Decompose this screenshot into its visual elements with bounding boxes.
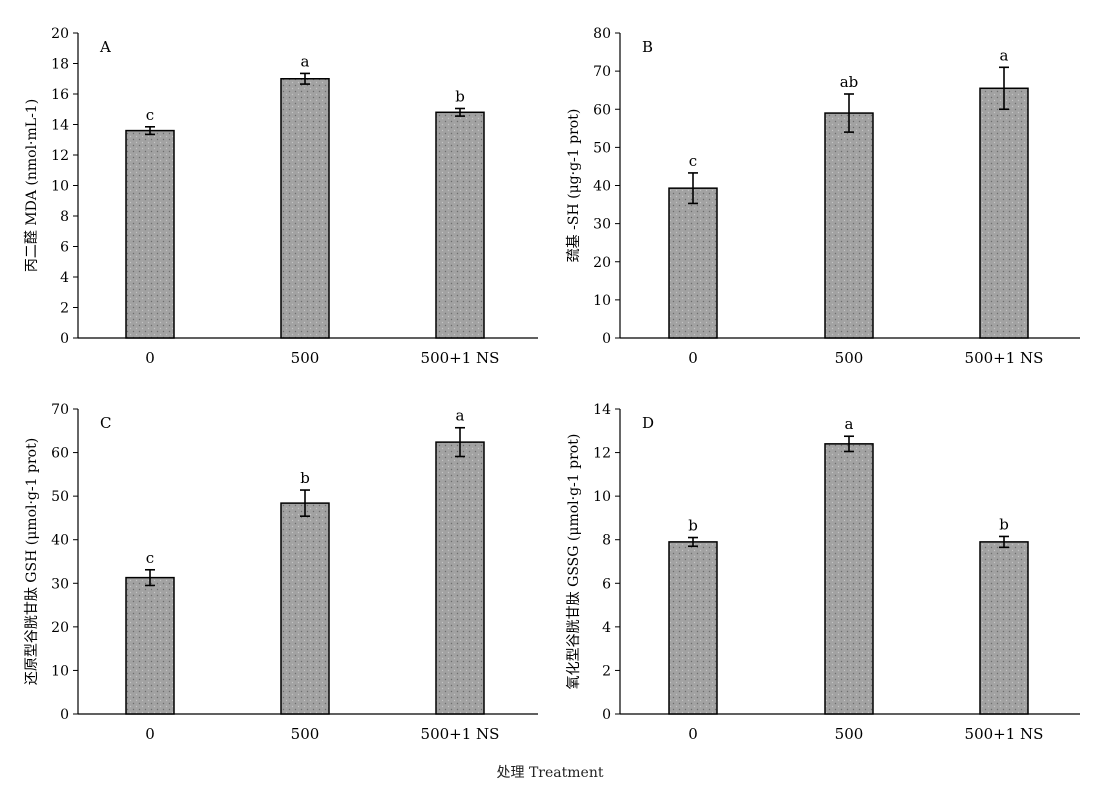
panel-c-bar bbox=[125, 576, 175, 715]
panel-a-bar bbox=[435, 111, 485, 339]
panel-b-y-tick-label: 40 bbox=[593, 179, 611, 195]
panel-a-y-tick-label: 2 bbox=[60, 301, 69, 317]
panel-a-label: A bbox=[99, 38, 111, 56]
panel-a-y-tick-label: 6 bbox=[60, 240, 69, 256]
panel-d-bar bbox=[824, 443, 874, 715]
panel-b-bar bbox=[668, 187, 718, 339]
panel-d-significance-letter: b bbox=[688, 517, 698, 535]
panel-b-y-tick-label: 0 bbox=[602, 331, 611, 347]
panel-b-y-axis-title: 巯基 -SH (μg·g-1 prot) bbox=[565, 109, 582, 263]
panel-d-y-tick-label: 12 bbox=[593, 446, 611, 462]
panel-a-y-tick-label: 18 bbox=[51, 57, 69, 73]
panel-d-category-label: 0 bbox=[688, 725, 698, 743]
panel-d-y-tick-label: 8 bbox=[602, 533, 611, 549]
panel-a-y-tick-label: 12 bbox=[51, 148, 69, 164]
panel-b-label: B bbox=[642, 38, 653, 56]
panel-b-bar bbox=[824, 112, 874, 339]
panel-a-significance-letter: c bbox=[146, 106, 154, 124]
panel-a-y-tick-label: 4 bbox=[60, 270, 69, 286]
panel-b-y-tick-label: 20 bbox=[593, 255, 611, 271]
panel-d-y-tick-label: 14 bbox=[593, 402, 611, 418]
panel-a-y-axis-title: 丙二醛 MDA (nmol·mL-1) bbox=[24, 99, 40, 272]
panel-c-y-tick-label: 40 bbox=[51, 533, 69, 549]
panel-c-y-tick-label: 70 bbox=[51, 402, 69, 418]
panel-c-significance-letter: a bbox=[456, 407, 465, 425]
panel-a-significance-letter: b bbox=[455, 87, 465, 105]
panel-c-y-tick-label: 20 bbox=[51, 620, 69, 636]
panel-c-y-tick-label: 30 bbox=[51, 576, 69, 592]
panel-a-y-tick-label: 8 bbox=[60, 209, 69, 225]
panel-b-y-tick-label: 50 bbox=[593, 140, 611, 156]
panel-d-y-tick-label: 6 bbox=[602, 576, 611, 592]
panel-a-category-label: 500 bbox=[291, 349, 320, 367]
panel-c-y-tick-label: 60 bbox=[51, 446, 69, 462]
panel-b-category-label: 500+1 NS bbox=[965, 349, 1044, 367]
panel-c-bar bbox=[280, 502, 330, 715]
panel-c-bar bbox=[435, 441, 485, 715]
panel-d-category-label: 500 bbox=[835, 725, 864, 743]
panel-c-label: C bbox=[100, 414, 111, 432]
panel-b-bar bbox=[979, 87, 1029, 339]
panel-d-category-label: 500+1 NS bbox=[965, 725, 1044, 743]
panel-b-significance-letter: c bbox=[689, 152, 697, 170]
panel-d-y-tick-label: 4 bbox=[602, 620, 611, 636]
panel-b-y-tick-label: 60 bbox=[593, 102, 611, 118]
panel-a-y-tick-label: 10 bbox=[51, 179, 69, 195]
panel-c-category-label: 500 bbox=[291, 725, 320, 743]
panel-b-y-tick-label: 70 bbox=[593, 64, 611, 80]
panel-c-y-axis-title: 还原型谷胱甘肽 GSH (μmol·g-1 prot) bbox=[24, 438, 40, 685]
panel-c-significance-letter: b bbox=[300, 469, 310, 487]
panel-c-y-tick-label: 0 bbox=[60, 707, 69, 723]
panel-c-significance-letter: c bbox=[146, 549, 154, 567]
panel-b-significance-letter: a bbox=[1000, 46, 1009, 64]
panel-d-y-tick-label: 0 bbox=[602, 707, 611, 723]
panel-b-y-tick-label: 80 bbox=[593, 26, 611, 42]
panel-a-y-tick-label: 0 bbox=[60, 331, 69, 347]
panel-d-bar bbox=[668, 541, 718, 715]
panel-c-y-tick-label: 50 bbox=[51, 489, 69, 505]
panel-a-bar bbox=[125, 129, 175, 339]
panel-d-bar bbox=[979, 541, 1029, 715]
panel-b-category-label: 0 bbox=[688, 349, 698, 367]
panel-c-category-label: 0 bbox=[145, 725, 155, 743]
panel-a-y-tick-label: 14 bbox=[51, 118, 69, 134]
panel-b-y-tick-label: 10 bbox=[593, 293, 611, 309]
panel-d-significance-letter: a bbox=[845, 415, 854, 433]
x-axis-title: 处理 Treatment bbox=[496, 765, 604, 781]
panel-d-y-tick-label: 2 bbox=[602, 663, 611, 679]
panel-a-y-tick-label: 16 bbox=[51, 87, 69, 103]
panel-a-significance-letter: a bbox=[301, 52, 310, 70]
panel-c-category-label: 500+1 NS bbox=[421, 725, 500, 743]
panel-a-y-tick-label: 20 bbox=[51, 26, 69, 42]
panel-d-significance-letter: b bbox=[999, 515, 1009, 533]
panel-b-category-label: 500 bbox=[835, 349, 864, 367]
panel-a-category-label: 500+1 NS bbox=[421, 349, 500, 367]
panel-a-bar bbox=[280, 78, 330, 339]
panel-c-y-tick-label: 10 bbox=[51, 663, 69, 679]
panel-d-y-tick-label: 10 bbox=[593, 489, 611, 505]
panel-d-label: D bbox=[642, 414, 654, 432]
panel-b-y-tick-label: 30 bbox=[593, 217, 611, 233]
panel-a-category-label: 0 bbox=[145, 349, 155, 367]
panel-d-y-axis-title: 氧化型谷胱甘肽 GSSG (μmol·g-1 prot) bbox=[566, 434, 582, 690]
panel-b-significance-letter: ab bbox=[840, 73, 859, 91]
